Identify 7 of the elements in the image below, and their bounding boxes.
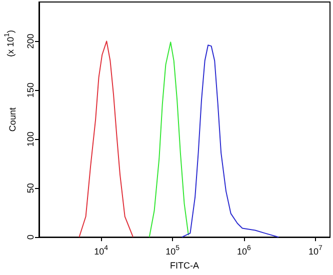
y-tick-label: 150 [26,82,36,98]
x-axis-title: FITC-A [170,260,199,270]
y-tick-label: 50 [26,183,36,194]
y-tick-label: 0 [26,234,36,240]
y-axis-title: Count [8,107,18,132]
y-tick-label: 200 [26,34,36,49]
y-tick-label: 100 [26,132,36,147]
